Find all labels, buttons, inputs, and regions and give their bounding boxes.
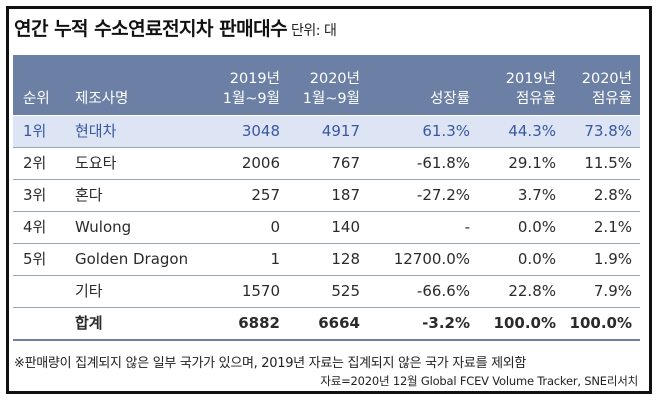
header-2019-line1: 2019년 <box>229 71 280 87</box>
header-share2019-line1: 2019년 <box>505 71 556 87</box>
cell-2019-share: 100.0% <box>493 314 556 332</box>
table-row-total: 합계 6882 6664 -3.2% 100.0% 100.0% <box>13 308 640 341</box>
cell-maker: 현대차 <box>75 122 117 140</box>
cell-rank: 2위 <box>23 154 47 172</box>
cell-rank: 3위 <box>23 186 47 204</box>
cell-growth: -61.8% <box>416 154 470 172</box>
page-title: 연간 누적 수소연료전지차 판매대수 단위: 대 <box>14 14 337 41</box>
cell-2019-sales: 6882 <box>238 314 280 332</box>
cell-2020-sales: 4917 <box>321 122 360 140</box>
cell-2020-share: 1.9% <box>593 250 632 268</box>
cell-2019-sales: 1 <box>270 250 280 268</box>
cell-growth: -66.6% <box>416 282 470 300</box>
cell-growth: -3.2% <box>422 314 470 332</box>
cell-2019-sales: 1570 <box>241 282 280 300</box>
header-2020-share: 2020년 점유율 <box>542 69 632 109</box>
cell-2019-share: 0.0% <box>517 250 556 268</box>
cell-2019-share: 22.8% <box>508 282 556 300</box>
table-row: 2위 도요타 2006 767 -61.8% 29.1% 11.5% <box>13 148 640 180</box>
header-2020-line2: 1월~9월 <box>302 91 360 107</box>
header-share2020-line2: 점유율 <box>591 91 632 107</box>
cell-maker: 도요타 <box>75 154 117 172</box>
cell-2020-share: 7.9% <box>593 282 632 300</box>
header-2019-sales: 2019년 1월~9월 <box>190 69 280 109</box>
table-header: 순위 제조사명 2019년 1월~9월 2020년 1월~9월 성장률 2019… <box>13 55 640 115</box>
cell-2020-share: 100.0% <box>569 314 632 332</box>
cell-2019-sales: 0 <box>270 218 280 236</box>
table-row: 3위 혼다 257 187 -27.2% 3.7% 2.8% <box>13 180 640 212</box>
cell-2020-sales: 6664 <box>318 314 360 332</box>
header-2020-sales: 2020년 1월~9월 <box>270 69 360 109</box>
table-row: 1위 현대차 3048 4917 61.3% 44.3% 73.8% <box>13 116 640 148</box>
table-row: 기타 1570 525 -66.6% 22.8% 7.9% <box>13 276 640 308</box>
cell-growth: - <box>464 218 470 236</box>
cell-rank: 5위 <box>23 250 47 268</box>
table-row: 4위 Wulong 0 140 - 0.0% 2.1% <box>13 212 640 244</box>
cell-2019-share: 29.1% <box>508 154 556 172</box>
header-rank: 순위 <box>23 91 50 107</box>
header-share2020-line1: 2020년 <box>581 71 632 87</box>
cell-growth: 12700.0% <box>393 250 470 268</box>
cell-2020-sales: 767 <box>331 154 360 172</box>
cell-2020-sales: 128 <box>331 250 360 268</box>
cell-maker: Golden Dragon <box>75 250 189 268</box>
header-2019-line2: 1월~9월 <box>222 91 280 107</box>
cell-2019-share: 0.0% <box>517 218 556 236</box>
cell-2019-share: 3.7% <box>517 186 556 204</box>
cell-2019-sales: 257 <box>251 186 280 204</box>
header-2019-share: 2019년 점유율 <box>466 69 556 109</box>
source-credit: 자료=2020년 12월 Global FCEV Volume Tracker,… <box>320 374 638 388</box>
cell-2020-share: 2.8% <box>593 186 632 204</box>
cell-maker: 혼다 <box>75 186 103 204</box>
unit-label: 단위: 대 <box>291 23 337 39</box>
footnote: ※판매량이 집계되지 않은 일부 국가가 있으며, 2019년 자료는 집계되지… <box>14 356 527 371</box>
cell-2020-sales: 525 <box>331 282 360 300</box>
cell-maker: Wulong <box>75 218 132 236</box>
cell-2020-sales: 140 <box>331 218 360 236</box>
cell-2020-sales: 187 <box>331 186 360 204</box>
header-growth: 성장률 <box>429 91 470 107</box>
header-share2019-line2: 점유율 <box>515 91 556 107</box>
title-text: 연간 누적 수소연료전지차 판매대수 <box>14 18 288 40</box>
cell-2020-share: 73.8% <box>584 122 632 140</box>
header-2020-line1: 2020년 <box>309 71 360 87</box>
cell-maker: 기타 <box>75 282 103 300</box>
cell-maker: 합계 <box>75 314 103 332</box>
cell-2019-share: 44.3% <box>508 122 556 140</box>
cell-rank: 4위 <box>23 218 47 236</box>
table-row: 5위 Golden Dragon 1 128 12700.0% 0.0% 1.9… <box>13 244 640 276</box>
cell-2020-share: 2.1% <box>593 218 632 236</box>
cell-2019-sales: 2006 <box>241 154 280 172</box>
cell-growth: 61.3% <box>422 122 470 140</box>
cell-rank: 1위 <box>23 122 47 140</box>
cell-2019-sales: 3048 <box>241 122 280 140</box>
cell-2020-share: 11.5% <box>584 154 632 172</box>
cell-growth: -27.2% <box>416 186 470 204</box>
header-maker: 제조사명 <box>75 91 129 107</box>
